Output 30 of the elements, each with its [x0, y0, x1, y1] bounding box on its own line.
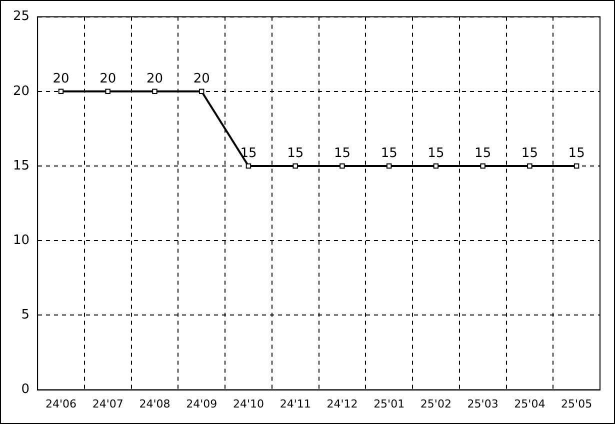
x-tick-label: 24'12	[326, 397, 358, 410]
data-label: 20	[146, 71, 163, 86]
x-tick-label: 25'04	[514, 397, 546, 410]
x-tick-label: 24'07	[92, 397, 124, 410]
y-tick-label: 5	[21, 308, 30, 323]
data-label: 15	[474, 146, 492, 161]
x-tick-label: 24'06	[45, 397, 76, 410]
data-label: 15	[287, 146, 304, 161]
x-tick-label: 25'02	[420, 397, 452, 410]
x-tick-label: 24'08	[139, 397, 170, 410]
x-tick-label: 25'05	[561, 397, 592, 410]
y-tick-label: 10	[12, 232, 30, 248]
data-label: 15	[568, 146, 585, 161]
data-label: 20	[193, 71, 210, 86]
data-label: 15	[334, 146, 350, 161]
data-label: 15	[240, 146, 257, 161]
y-tick-label: 20	[12, 84, 30, 99]
y-tick-label: 15	[12, 158, 30, 174]
data-label: 15	[428, 146, 444, 161]
x-tick-label: 24'09	[186, 397, 218, 410]
x-tick-label: 25'03	[467, 397, 498, 410]
data-label: 15	[380, 146, 398, 161]
y-tick-label: 0	[21, 382, 30, 398]
data-label: 20	[52, 71, 70, 86]
data-label: 20	[100, 71, 116, 86]
x-tick-label: 25'01	[374, 397, 405, 410]
y-tick-label: 25	[12, 9, 30, 24]
data-label: 15	[521, 146, 538, 161]
x-tick-label: 24'11	[280, 397, 311, 410]
x-tick-label: 24'10	[232, 397, 264, 410]
